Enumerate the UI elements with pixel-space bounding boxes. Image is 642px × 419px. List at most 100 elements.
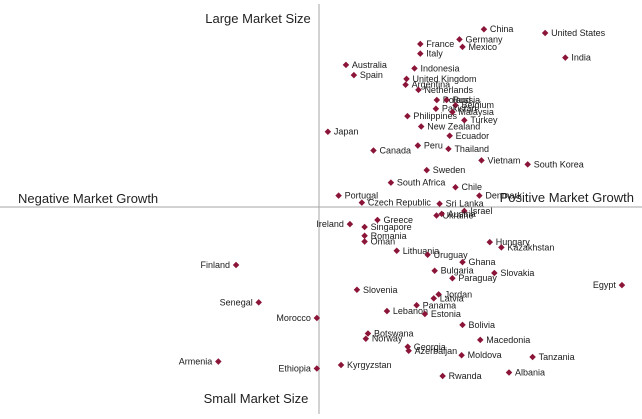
data-point-marker	[435, 291, 442, 298]
data-point-label: Argentina	[412, 80, 451, 90]
data-point-label: Armenia	[179, 357, 213, 367]
data-point-label: Egypt	[593, 280, 617, 290]
data-point-marker	[458, 351, 465, 359]
data-point-label: Israel	[470, 206, 492, 216]
data-point-marker	[449, 108, 456, 116]
data-point-marker	[491, 269, 498, 277]
data-point-marker	[456, 36, 463, 43]
data-point-label: Macedonia	[486, 335, 530, 345]
data-point-marker	[461, 207, 468, 215]
data-point-marker	[335, 192, 342, 199]
data-points: China United States Germany France Mexico Ita…	[179, 24, 626, 381]
data-point-label: Vietnam	[487, 155, 520, 165]
data-point-label: Albania	[515, 368, 545, 378]
data-point-label: Turkey	[470, 115, 498, 125]
data-point-label: Czech Republic	[368, 198, 432, 208]
data-point-label: Lebanon	[393, 306, 428, 316]
data-point-label: Philippines	[413, 111, 457, 121]
data-point-marker	[374, 216, 381, 224]
data-point-label: India	[571, 53, 591, 63]
data-point-marker	[370, 147, 377, 154]
data-point-label: Pakistan	[442, 104, 477, 114]
data-point-label: Mexico	[469, 42, 498, 52]
data-point-label: Ethiopia	[278, 363, 311, 373]
data-point-label: Spain	[360, 70, 383, 80]
data-point-label: Estonia	[431, 309, 461, 319]
data-point-marker	[498, 244, 505, 251]
data-point-label: Ukraine	[443, 210, 474, 220]
data-point-marker	[417, 50, 424, 57]
data-point-marker	[459, 43, 466, 51]
data-point-label: France	[426, 39, 454, 49]
data-point-marker	[477, 336, 484, 344]
data-point-marker	[215, 358, 222, 365]
data-point-marker	[411, 65, 418, 72]
data-point-label: Slovenia	[363, 285, 398, 295]
data-point-marker	[529, 353, 536, 361]
data-point-marker	[383, 307, 391, 315]
data-point-label: Moldova	[468, 350, 502, 360]
data-point-marker	[342, 61, 350, 69]
data-point-label: Georgia	[414, 342, 446, 352]
data-point-marker	[361, 223, 368, 231]
data-point-marker	[436, 200, 443, 207]
data-point-label: Denmark	[485, 191, 522, 201]
data-point-label: Singapore	[371, 222, 412, 232]
data-point-label: Finland	[201, 260, 231, 270]
data-point-label: Paraguay	[458, 273, 497, 283]
y-axis-positive-label: Large Market Size	[205, 11, 311, 26]
data-point-label: South Africa	[397, 178, 446, 188]
data-point-marker	[459, 321, 466, 329]
data-point-label: Malaysia	[458, 107, 494, 117]
data-point-marker	[350, 71, 358, 79]
data-point-marker	[433, 212, 440, 219]
data-point-marker	[364, 330, 372, 337]
data-point-marker	[404, 112, 411, 120]
data-point-marker	[423, 166, 430, 174]
data-point-label: Botswana	[374, 329, 414, 339]
data-point-marker	[478, 157, 485, 164]
data-point-marker	[393, 247, 400, 255]
x-axis-positive-label: Positive Market Growth	[500, 190, 634, 205]
data-point-label: Austria	[448, 209, 476, 219]
data-point-label: Australia	[352, 60, 387, 70]
data-point-label: Poland	[443, 95, 471, 105]
data-point-marker	[486, 238, 494, 246]
data-point-label: China	[490, 24, 514, 34]
data-point-marker	[505, 369, 513, 376]
data-point-marker	[414, 142, 422, 149]
data-point-marker	[562, 54, 569, 61]
data-point-marker	[405, 347, 412, 355]
x-axis-negative-label: Negative Market Growth	[18, 191, 158, 206]
data-point-marker	[402, 81, 409, 88]
data-point-marker	[541, 29, 549, 37]
data-point-label: Tanzania	[539, 352, 575, 362]
data-point-marker	[361, 238, 368, 245]
data-point-marker	[421, 310, 429, 318]
data-point-label: Lithuania	[403, 246, 440, 256]
data-point-marker	[324, 128, 332, 135]
data-point-label: Jordan	[445, 289, 473, 299]
data-point-marker	[461, 116, 468, 124]
data-point-label: Indonesia	[420, 63, 459, 73]
data-point-label: South Korea	[534, 159, 584, 169]
data-point-marker	[459, 258, 466, 266]
data-point-marker	[346, 220, 354, 228]
data-point-marker	[618, 281, 626, 289]
data-point-label: Bolivia	[469, 320, 496, 330]
data-point-marker	[445, 145, 452, 153]
data-point-label: Ghana	[469, 257, 496, 267]
data-point-marker	[232, 261, 240, 269]
data-point-marker	[417, 40, 424, 48]
data-point-marker	[449, 274, 456, 282]
data-point-label: Greece	[383, 215, 413, 225]
data-point-marker	[524, 161, 531, 168]
data-point-marker	[413, 302, 420, 309]
data-point-label: Hungary	[496, 237, 531, 247]
data-point-label: Bulgaria	[441, 266, 474, 276]
data-point-label: Russia	[453, 95, 481, 105]
data-point-marker	[255, 299, 262, 306]
data-point-label: Rwanda	[449, 371, 482, 381]
data-point-label: United Kingdom	[413, 74, 477, 84]
data-point-marker	[446, 132, 453, 140]
